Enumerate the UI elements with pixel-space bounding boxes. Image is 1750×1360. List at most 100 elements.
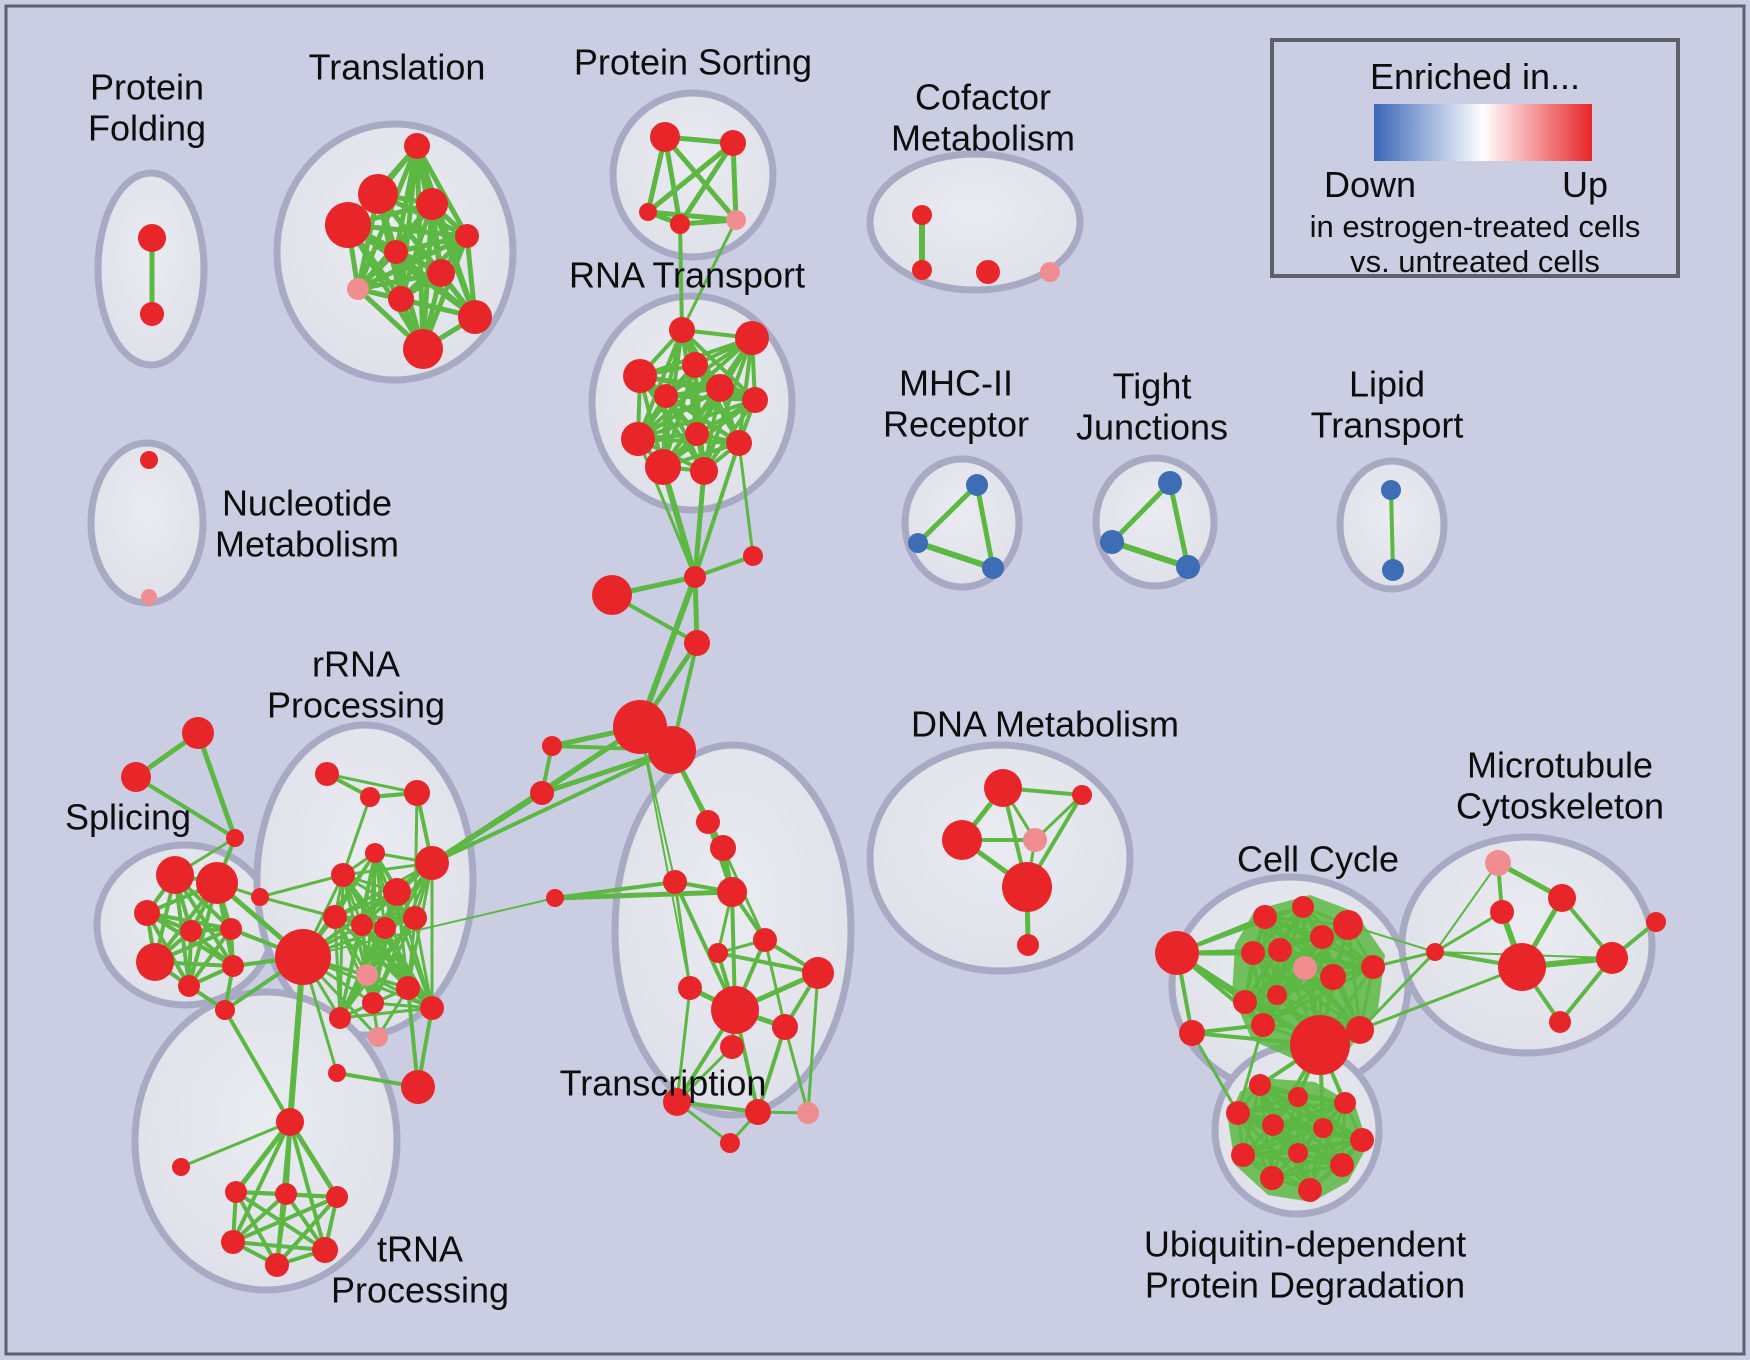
node-rna-transport xyxy=(645,449,681,485)
node-cell-cycle xyxy=(1290,1015,1350,1075)
node-ubiquitin-degradation xyxy=(1330,1153,1354,1177)
node-transcription xyxy=(745,1099,771,1125)
edge-lipid-transport xyxy=(1389,488,1395,572)
node-transcription xyxy=(663,870,687,894)
node-cell-cycle xyxy=(1320,964,1346,990)
edge-cell-cycle xyxy=(1251,951,1362,1032)
edge-intercluster xyxy=(660,464,698,580)
node-microtubule-cytoskeleton xyxy=(1498,943,1546,991)
edge-tight-junctions xyxy=(1167,480,1191,570)
node-transcription xyxy=(720,1035,744,1059)
node-translation xyxy=(358,174,398,214)
edge-trna-processing xyxy=(233,1119,293,1195)
node-transcription xyxy=(717,877,747,907)
node-cofactor-metabolism xyxy=(912,205,932,225)
node-rrna-processing xyxy=(415,846,449,880)
edge-intercluster xyxy=(692,468,707,580)
edge-intercluster xyxy=(693,441,741,579)
label-nucleotide-metabolism: Nucleotide xyxy=(222,483,392,524)
node-translation xyxy=(388,286,414,312)
edge-translation xyxy=(414,143,470,239)
edge-cell-cycle xyxy=(1261,905,1305,1027)
node-dna-metabolism xyxy=(942,820,982,860)
edge-transcription xyxy=(675,986,692,1104)
edge-trna-processing xyxy=(231,1195,339,1244)
edge-free-triangle xyxy=(134,775,237,840)
edge-trna-processing xyxy=(275,1195,339,1267)
node-transcription xyxy=(753,928,777,952)
edge-intercluster xyxy=(678,222,684,332)
node-trna-processing xyxy=(265,1253,289,1277)
label-tight-junctions: Junctions xyxy=(1076,407,1228,448)
edge-protein-sorting xyxy=(662,134,739,223)
label-microtubule-cytoskeleton: Cytoskeleton xyxy=(1456,786,1664,827)
node-connector-chain xyxy=(542,736,562,756)
node-microtubule-cytoskeleton xyxy=(1426,943,1444,961)
edge-transcription xyxy=(763,938,787,1029)
node-rrna-processing xyxy=(368,1027,388,1047)
edge-intercluster xyxy=(680,218,738,332)
node-trna-processing xyxy=(225,1181,247,1203)
node-rna-transport xyxy=(706,374,734,402)
node-splicing xyxy=(134,900,160,926)
edge-microtubule-cytoskeleton xyxy=(1433,910,1504,954)
label-transcription: Transcription xyxy=(560,1063,767,1104)
node-rrna-processing xyxy=(356,964,378,986)
cluster-ellipse-dna-metabolism xyxy=(866,741,1134,975)
node-transcription xyxy=(710,835,736,861)
edge-translation xyxy=(393,233,470,255)
legend-down-label: Down xyxy=(1323,164,1417,205)
label-cofactor-metabolism: Cofactor xyxy=(915,77,1051,118)
node-rrna-processing xyxy=(315,762,339,786)
edge-splicing xyxy=(187,927,233,988)
node-rna-transport xyxy=(654,384,678,408)
edge-cell-cycle xyxy=(1175,905,1305,955)
label-protein-sorting: Protein Sorting xyxy=(574,42,812,83)
node-ubiquitin-degradation xyxy=(1288,1143,1308,1163)
label-trna-processing: Processing xyxy=(331,1270,509,1311)
edge-intercluster xyxy=(737,441,755,558)
edge-rrna-processing xyxy=(413,791,419,920)
node-microtubule-cytoskeleton xyxy=(1646,912,1666,932)
label-cell-cycle: Cell Cycle xyxy=(1237,839,1399,880)
label-cofactor-metabolism: Metabolism xyxy=(891,118,1075,159)
node-rrna-processing xyxy=(365,843,385,863)
edge-mhc-ii-receptor xyxy=(915,540,996,571)
edge-rrna-processing xyxy=(325,772,419,795)
legend-up-label: Up xyxy=(1561,164,1609,205)
edge-cell-cycle xyxy=(1275,993,1362,1032)
node-ubiquitin-degradation xyxy=(1262,1114,1284,1136)
node-rna-transport xyxy=(621,422,655,456)
node-rrna-processing xyxy=(420,996,444,1020)
node-connector-chain xyxy=(743,546,763,566)
node-rrna-processing xyxy=(403,906,427,930)
edge-rrna-processing xyxy=(395,890,434,1010)
node-splicing xyxy=(136,943,174,981)
legend-caption-line2: vs. untreated cells xyxy=(1350,244,1600,279)
node-cell-cycle xyxy=(1268,938,1292,962)
node-cell-cycle xyxy=(1155,931,1199,975)
edge-rna-transport xyxy=(636,328,684,441)
edge-intercluster xyxy=(1358,950,1437,1032)
edge-mhc-ii-receptor xyxy=(915,482,980,546)
label-tight-junctions: Tight xyxy=(1113,366,1192,407)
edge-rna-transport xyxy=(638,374,757,402)
label-mhc-ii-receptor: MHC-II xyxy=(899,363,1013,404)
node-ubiquitin-degradation xyxy=(1231,1143,1255,1167)
node-transcription xyxy=(678,976,702,1000)
node-protein-sorting xyxy=(650,122,680,152)
node-dna-metabolism xyxy=(1023,828,1047,852)
label-ubiquitin-degradation: Ubiquitin-dependent xyxy=(1144,1224,1466,1265)
node-protein-sorting xyxy=(726,210,746,230)
node-cell-cycle xyxy=(1233,990,1257,1014)
node-ubiquitin-degradation xyxy=(1334,1092,1356,1114)
edge-rrna-processing xyxy=(341,795,372,877)
node-trna-processing xyxy=(326,1186,348,1208)
node-connector-chain xyxy=(684,630,710,656)
node-splicing xyxy=(196,862,238,904)
node-protein-folding xyxy=(138,224,166,252)
label-rrna-processing: Processing xyxy=(267,685,445,726)
node-tight-junctions xyxy=(1100,530,1124,554)
node-translation xyxy=(347,278,369,300)
